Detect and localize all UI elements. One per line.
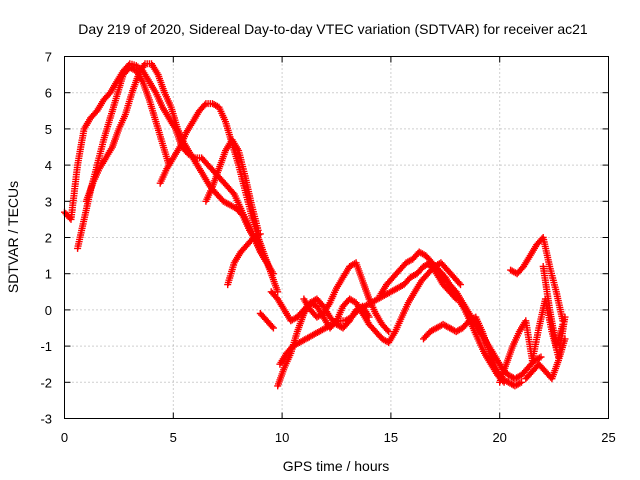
y-tick-label: -3 bbox=[40, 412, 52, 427]
data-point bbox=[518, 378, 525, 386]
x-tick-label: 15 bbox=[384, 430, 398, 445]
series-satellite-track-12 bbox=[376, 248, 508, 386]
series-satellite-track-3 bbox=[82, 60, 273, 270]
series-satellite-track-18 bbox=[539, 263, 567, 350]
x-tick-label: 0 bbox=[61, 430, 68, 445]
plot-frame bbox=[64, 56, 609, 419]
y-tick-labels: -3 -2 -1 0 1 2 3 4 5 6 7 bbox=[40, 50, 52, 427]
series-satellite-track-5 bbox=[202, 136, 262, 234]
data-point bbox=[255, 231, 263, 239]
series-satellite-track-17 bbox=[522, 335, 569, 383]
y-tick-label: 4 bbox=[45, 158, 52, 173]
series-satellite-track-15 bbox=[507, 234, 567, 325]
data-point bbox=[561, 335, 569, 343]
data-point bbox=[269, 324, 277, 332]
x-axis-label: GPS time / hours bbox=[283, 458, 390, 474]
data-point bbox=[201, 101, 209, 109]
data-point bbox=[537, 353, 545, 361]
y-tick-label: 7 bbox=[45, 50, 52, 65]
x-tick-label: 25 bbox=[601, 430, 615, 445]
data-point bbox=[383, 326, 391, 334]
data-point bbox=[274, 288, 282, 296]
data-point bbox=[455, 279, 463, 287]
x-tick-labels: 0 5 10 15 20 25 bbox=[61, 430, 616, 445]
x-tick-label: 5 bbox=[170, 430, 177, 445]
y-axis-label: SDTVAR / TECUs bbox=[5, 181, 21, 293]
data-point bbox=[268, 323, 276, 331]
y-tick-label: -2 bbox=[40, 375, 52, 390]
y-tick-label: 1 bbox=[45, 267, 52, 282]
chart-title: Day 219 of 2020, Sidereal Day-to-day VTE… bbox=[78, 21, 588, 37]
series-satellite-track-9 bbox=[274, 259, 464, 390]
y-tick-label: 3 bbox=[45, 194, 52, 209]
data-point bbox=[561, 313, 569, 321]
data-point bbox=[256, 230, 264, 238]
data-points bbox=[61, 60, 569, 390]
series-satellite-track-7 bbox=[256, 310, 277, 332]
data-point bbox=[365, 313, 373, 321]
data-point bbox=[535, 354, 543, 362]
y-tick-label: 2 bbox=[45, 231, 52, 246]
x-tick-label: 20 bbox=[492, 430, 506, 445]
y-tick-label: -1 bbox=[40, 339, 52, 354]
series-satellite-track-4 bbox=[156, 100, 282, 296]
data-point bbox=[559, 320, 567, 328]
data-point bbox=[457, 281, 464, 289]
series-satellite-track-6 bbox=[224, 230, 264, 289]
y-tick-label: 5 bbox=[45, 122, 52, 137]
y-tick-label: 0 bbox=[45, 303, 52, 318]
series-satellite-track-11 bbox=[300, 259, 393, 336]
grid bbox=[64, 56, 609, 419]
x-tick-label: 10 bbox=[275, 430, 289, 445]
y-tick-label: 6 bbox=[45, 86, 52, 101]
data-point bbox=[385, 328, 393, 336]
